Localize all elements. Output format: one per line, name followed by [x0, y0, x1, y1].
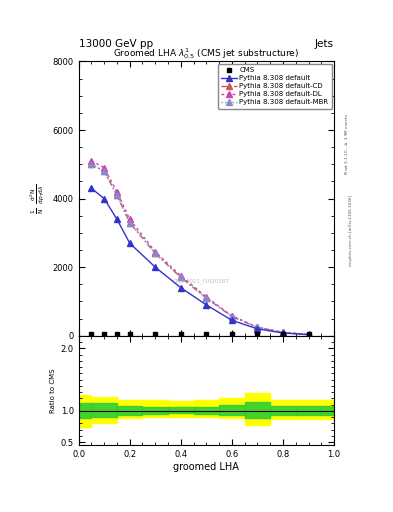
Pythia 8.308 default-MBR — [102, 168, 107, 174]
Pythia 8.308 default-MBR — [153, 250, 158, 257]
Pythia 8.308 default — [204, 302, 209, 308]
Pythia 8.308 default — [89, 185, 94, 191]
CMS — [281, 331, 285, 337]
Pythia 8.308 default-CD — [115, 192, 119, 198]
CMS — [204, 331, 209, 337]
Pythia 8.308 default-CD — [306, 331, 311, 337]
Pythia 8.308 default-CD — [281, 329, 285, 335]
Pythia 8.308 default-CD — [230, 313, 234, 319]
Pythia 8.308 default-CD — [127, 220, 132, 226]
Pythia 8.308 default-CD — [255, 325, 260, 331]
Pythia 8.308 default-CD — [153, 250, 158, 257]
CMS — [178, 331, 183, 337]
Pythia 8.308 default-DL — [102, 165, 107, 171]
CMS — [127, 331, 132, 337]
Pythia 8.308 default-CD — [89, 161, 94, 167]
CMS — [230, 331, 234, 337]
Line: Pythia 8.308 default-MBR: Pythia 8.308 default-MBR — [88, 161, 311, 337]
CMS — [89, 331, 94, 337]
X-axis label: groomed LHA: groomed LHA — [173, 462, 239, 472]
Text: Rivet 3.1.10 , $\geq$ 2.9M events: Rivet 3.1.10 , $\geq$ 2.9M events — [343, 112, 350, 175]
CMS — [306, 331, 311, 337]
CMS — [102, 331, 107, 337]
Pythia 8.308 default — [255, 326, 260, 332]
Y-axis label: $\frac{1}{\mathrm{N}}$  $\frac{\mathrm{d}^{2}\mathrm{N}}{\mathrm{d}p_{\mathrm{T}: $\frac{1}{\mathrm{N}}$ $\frac{\mathrm{d}… — [29, 183, 47, 214]
Pythia 8.308 default-MBR — [281, 329, 285, 335]
Pythia 8.308 default — [306, 332, 311, 338]
Line: CMS: CMS — [89, 332, 310, 336]
CMS — [255, 331, 260, 337]
Title: Groomed LHA $\lambda^{1}_{0.5}$ (CMS jet substructure): Groomed LHA $\lambda^{1}_{0.5}$ (CMS jet… — [113, 47, 299, 61]
Pythia 8.308 default-DL — [178, 273, 183, 279]
Pythia 8.308 default-MBR — [127, 220, 132, 226]
Pythia 8.308 default-MBR — [89, 161, 94, 167]
Pythia 8.308 default-MBR — [204, 295, 209, 301]
Text: mcplots.cern.ch [arXiv:1306.3436]: mcplots.cern.ch [arXiv:1306.3436] — [349, 195, 353, 266]
Pythia 8.308 default-DL — [115, 188, 119, 195]
Pythia 8.308 default — [153, 264, 158, 270]
Pythia 8.308 default — [102, 196, 107, 202]
Text: 13000 GeV pp: 13000 GeV pp — [79, 38, 153, 49]
Pythia 8.308 default-DL — [127, 216, 132, 222]
Pythia 8.308 default-DL — [306, 331, 311, 337]
Pythia 8.308 default-DL — [255, 324, 260, 330]
Pythia 8.308 default-CD — [178, 274, 183, 281]
Pythia 8.308 default-MBR — [306, 331, 311, 337]
Line: Pythia 8.308 default: Pythia 8.308 default — [88, 185, 311, 337]
Pythia 8.308 default — [230, 317, 234, 324]
Pythia 8.308 default-MBR — [115, 192, 119, 198]
Pythia 8.308 default-MBR — [178, 274, 183, 281]
Pythia 8.308 default — [178, 285, 183, 291]
CMS — [153, 331, 158, 337]
Legend: CMS, Pythia 8.308 default, Pythia 8.308 default-CD, Pythia 8.308 default-DL, Pyt: CMS, Pythia 8.308 default, Pythia 8.308 … — [218, 63, 332, 109]
Pythia 8.308 default-DL — [89, 158, 94, 164]
Pythia 8.308 default — [127, 240, 132, 246]
Pythia 8.308 default-DL — [281, 329, 285, 335]
Line: Pythia 8.308 default-CD: Pythia 8.308 default-CD — [88, 161, 311, 337]
Pythia 8.308 default-MBR — [230, 313, 234, 319]
Pythia 8.308 default-CD — [204, 295, 209, 301]
Pythia 8.308 default-CD — [102, 168, 107, 174]
Text: CMS-2021_I1920187: CMS-2021_I1920187 — [173, 278, 230, 284]
CMS — [115, 331, 119, 337]
Y-axis label: Ratio to CMS: Ratio to CMS — [50, 368, 57, 413]
Pythia 8.308 default-DL — [204, 294, 209, 300]
Pythia 8.308 default — [115, 216, 119, 222]
Pythia 8.308 default-DL — [230, 313, 234, 319]
Pythia 8.308 default-DL — [153, 249, 158, 255]
Line: Pythia 8.308 default-DL: Pythia 8.308 default-DL — [88, 158, 311, 337]
Text: Jets: Jets — [315, 38, 334, 49]
Pythia 8.308 default — [281, 330, 285, 336]
Pythia 8.308 default-MBR — [255, 324, 260, 330]
